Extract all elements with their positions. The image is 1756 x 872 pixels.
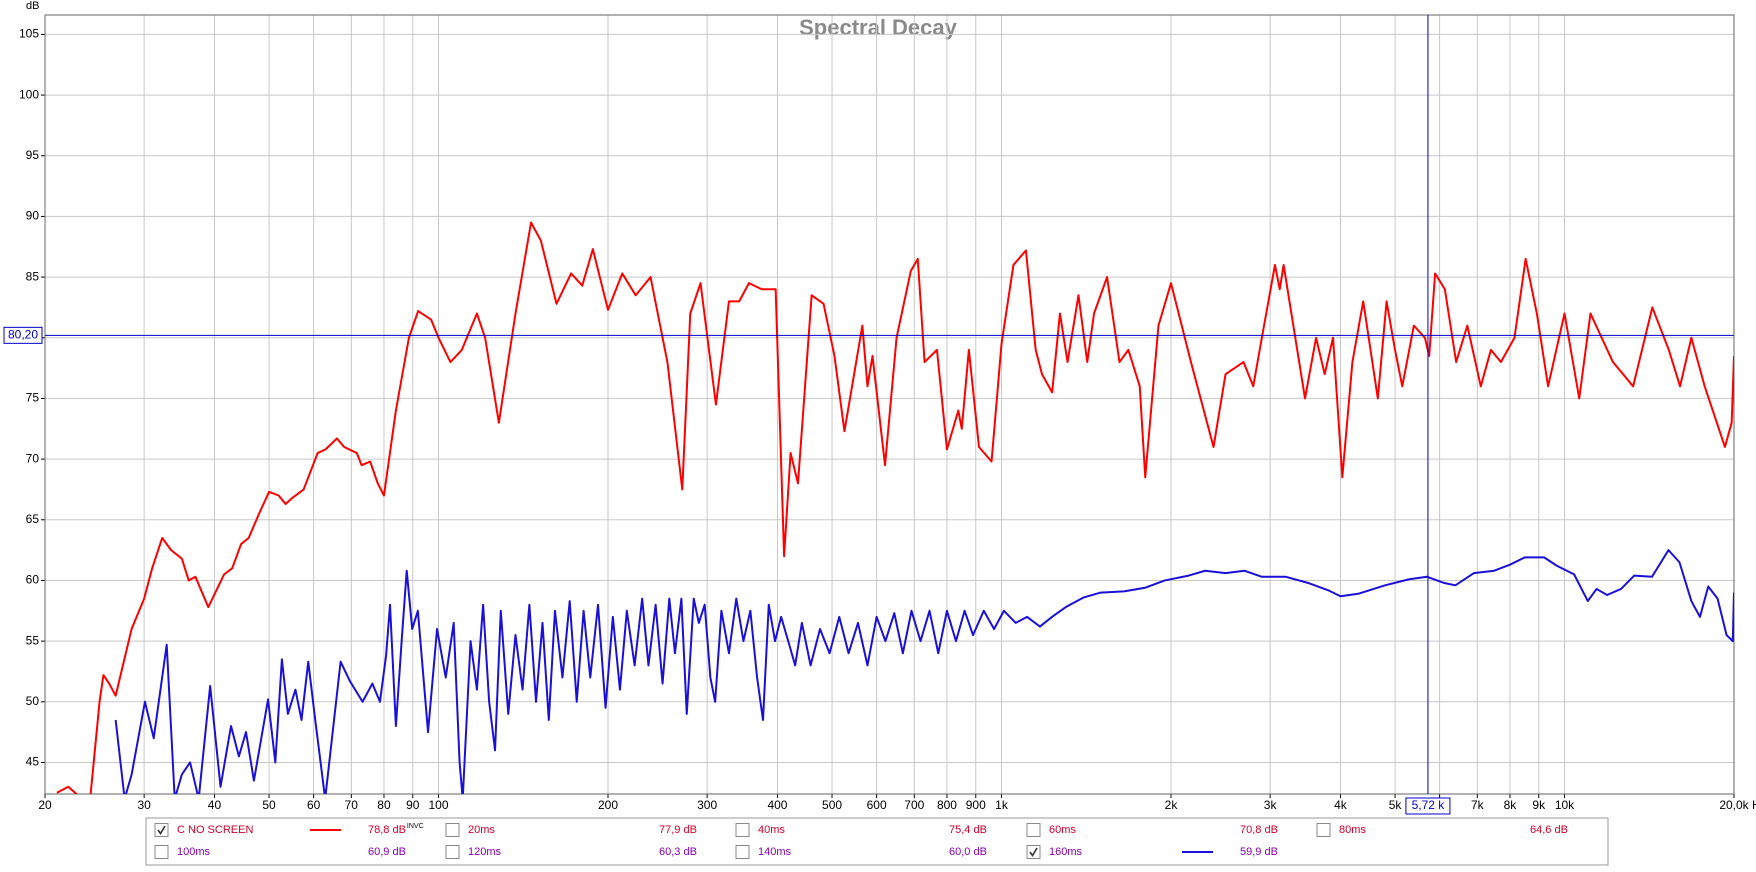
y-tick-label: 75 <box>26 391 40 405</box>
x-tick-label: 200 <box>598 798 618 812</box>
x-tick-label: 100 <box>429 798 449 812</box>
legend-checkbox[interactable] <box>154 845 169 859</box>
series-line <box>56 221 1734 794</box>
x-tick-label: 800 <box>937 798 957 812</box>
legend-reading: 70,8 dB <box>1240 824 1278 836</box>
y-unit: dB <box>26 0 39 12</box>
x-tick-label: 600 <box>867 798 887 812</box>
x-tick-label: 3k <box>1264 798 1278 812</box>
legend-checkbox[interactable] <box>1316 823 1331 837</box>
y-tick-label: 60 <box>26 573 40 587</box>
legend-name: C NO SCREEN <box>177 824 253 836</box>
cursor-y-label: 80,20 <box>8 328 38 342</box>
x-tick-label: 8k <box>1504 798 1518 812</box>
x-tick-label: 20 <box>38 798 52 812</box>
x-tick-label: 5k <box>1389 798 1403 812</box>
legend-box <box>145 817 1609 866</box>
legend-reading: 60,0 dB <box>949 846 987 858</box>
x-tick-label: 30 <box>137 798 151 812</box>
legend-checkbox[interactable] <box>154 823 169 837</box>
legend-reading: 75,4 dB <box>949 824 987 836</box>
y-tick-label: 45 <box>26 755 40 769</box>
legend-checkbox[interactable] <box>1026 823 1041 837</box>
y-tick-label: 85 <box>26 269 40 283</box>
legend-checkbox[interactable] <box>445 823 460 837</box>
y-tick-label: 90 <box>26 209 40 223</box>
x-tick-label: 10k <box>1555 798 1575 812</box>
x-tick-label: 9k <box>1532 798 1546 812</box>
y-tick-label: 95 <box>26 148 40 162</box>
x-tick-label: 1k <box>995 798 1009 812</box>
x-tick-label: 4k <box>1334 798 1348 812</box>
chart-title: Spectral Decay <box>799 15 958 40</box>
x-tick-label: 900 <box>966 798 986 812</box>
legend-reading: 77,9 dB <box>659 824 697 836</box>
y-tick-label: 100 <box>19 87 39 101</box>
x-tick-label: 40 <box>208 798 222 812</box>
legend-name: 160ms <box>1049 846 1083 858</box>
legend-reading: 78,8 dB <box>368 824 406 836</box>
legend-checkbox[interactable] <box>445 845 460 859</box>
x-tick-label: 50 <box>262 798 276 812</box>
legend-checkbox[interactable] <box>735 845 750 859</box>
cursor-y-box <box>3 326 43 344</box>
x-tick-label: 2k <box>1165 798 1179 812</box>
legend-name: 20ms <box>468 824 495 836</box>
legend-name: 120ms <box>468 846 502 858</box>
x-tick-label: 80 <box>377 798 391 812</box>
x-tick-label: 500 <box>822 798 842 812</box>
x-tick-label: 7k <box>1471 798 1485 812</box>
y-tick-label: 70 <box>26 451 40 465</box>
legend-reading: 64,6 dB <box>1530 824 1568 836</box>
y-tick-label: 50 <box>26 694 40 708</box>
legend-check <box>157 825 166 835</box>
legend-name: 140ms <box>758 846 792 858</box>
legend-checkbox[interactable] <box>735 823 750 837</box>
plot-frame <box>44 14 1735 795</box>
y-tick-label: 105 <box>19 27 39 41</box>
legend-name: 60ms <box>1049 824 1076 836</box>
legend-reading: 60,9 dB <box>368 846 406 858</box>
y-tick-label: 55 <box>26 633 40 647</box>
x-tick-label: 20,0k <box>1719 798 1749 812</box>
y-tick-label: 65 <box>26 512 40 526</box>
x-tick-label: 70 <box>345 798 359 812</box>
x-tick-label: 90 <box>406 798 420 812</box>
legend-reading: 59,9 dB <box>1240 846 1278 858</box>
x-tick-label: 400 <box>767 798 787 812</box>
legend-check <box>1029 847 1038 857</box>
cursor-x-label: 5,72 k <box>1412 798 1446 812</box>
x-tick-label: 60 <box>307 798 321 812</box>
legend-reading: 60,3 dB <box>659 846 697 858</box>
series-line <box>114 549 1734 794</box>
x-tick-label: 700 <box>904 798 924 812</box>
legend-name: 80ms <box>1339 824 1366 836</box>
x-unit: Hz <box>1752 798 1756 812</box>
cursor-x-box <box>1405 797 1451 815</box>
legend-name: 100ms <box>177 846 211 858</box>
legend-reading-note: INVC <box>407 823 424 830</box>
legend-name: 40ms <box>758 824 785 836</box>
legend-checkbox[interactable] <box>1026 845 1041 859</box>
x-tick-label: 300 <box>697 798 717 812</box>
